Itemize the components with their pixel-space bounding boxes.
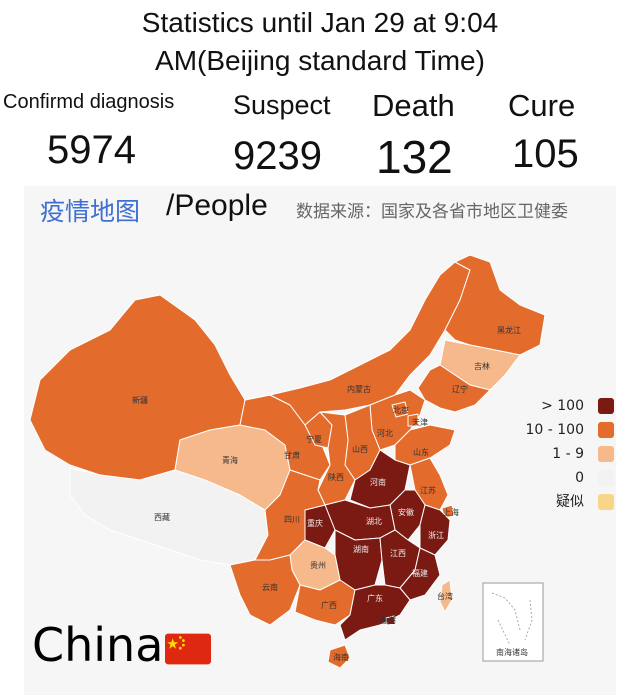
label-hebei: 河北 [377,428,393,438]
label-liaoning: 辽宁 [452,384,468,394]
legend-swatch [598,398,614,414]
legend-swatch [598,422,614,438]
label-shandong: 山东 [413,447,429,457]
label-yunnan: 云南 [262,582,278,592]
south-china-sea-inset: 南海诸岛 [482,582,544,662]
label-fujian: 福建 [412,568,428,578]
legend-item: 0 [500,467,620,489]
label-anhui: 安徽 [398,507,414,517]
legend-label: 0 [575,470,584,486]
epidemic-map-link[interactable]: 疫情地图 [40,197,141,226]
label-shanxi: 山西 [352,444,368,454]
label-henan: 河南 [370,477,386,487]
province-liaoning[interactable] [417,364,491,413]
label-zhejiang: 浙江 [428,530,444,540]
legend-label: > 100 [541,398,584,414]
suspect-label: Suspect [233,90,331,120]
province-tianjin[interactable] [407,413,419,427]
inset-label: 南海诸岛 [496,647,528,657]
label-gansu: 甘肃 [284,450,300,460]
province-taiwan[interactable] [439,579,453,613]
confirmed-value: 5974 [47,128,136,172]
province-beijing[interactable] [391,401,409,418]
label-xinjiang: 新疆 [132,395,148,405]
label-guangdong: 广东 [367,593,383,603]
suspect-value: 9239 [233,134,322,178]
label-xianggang: 香港 [380,615,396,625]
cure-label: Cure [508,88,576,123]
legend-label: 10 - 100 [525,422,585,438]
label-ningxia: 宁夏 [306,434,322,444]
province-hainan[interactable] [327,644,351,669]
legend-swatch [598,494,614,510]
label-qinghai: 青海 [222,455,238,465]
label-tianjin: 天津 [412,417,428,427]
label-guangxi: 广西 [321,600,337,610]
country-label: China [32,618,212,672]
death-value: 132 [376,131,453,183]
label-shanghai: 上海 [443,507,459,517]
label-shaanxi: 陕西 [328,472,344,482]
legend-swatch [598,446,614,462]
province-henan[interactable] [349,449,411,509]
confirmed-label: Confirmd diagnosis [3,91,175,113]
legend-item: > 100 [500,395,620,417]
label-taiwan: 台湾 [437,591,453,601]
legend-label: 疑似 [556,494,584,510]
country-name: China [32,618,164,672]
cure-value: 105 [512,132,579,176]
unit-label: /People [166,189,268,222]
legend-item: 1 - 9 [500,443,620,465]
label-heilongjiang: 黑龙江 [497,325,521,335]
data-source-label: 数据来源：国家及各省市地区卫健委 [296,202,568,222]
header-title-line2: AM(Beijing standard Time) [155,45,485,76]
province-xianggang[interactable] [385,615,396,626]
label-guizhou: 贵州 [310,560,326,570]
china-flag-icon [165,633,212,664]
label-jiangxi: 江西 [390,549,406,558]
label-jilin: 吉林 [474,361,490,371]
label-hainan: 海南 [333,652,349,662]
label-jiangsu: 江苏 [420,485,436,495]
legend-label: 1 - 9 [552,446,584,462]
legend-swatch [598,470,614,486]
legend-item: 疑似 [500,491,620,513]
death-label: Death [372,88,455,123]
label-beijing: 北京 [393,405,409,415]
label-xizang: 西藏 [154,512,170,522]
label-neimenggu: 内蒙古 [347,384,371,394]
label-chongqing: 重庆 [307,518,323,528]
label-hubei: 湖北 [366,517,382,526]
label-hunan: 湖南 [353,544,369,554]
legend-item: 10 - 100 [500,419,620,441]
label-sichuan: 四川 [284,515,300,524]
header-title-line1: Statistics until Jan 29 at 9:04 [141,7,499,38]
